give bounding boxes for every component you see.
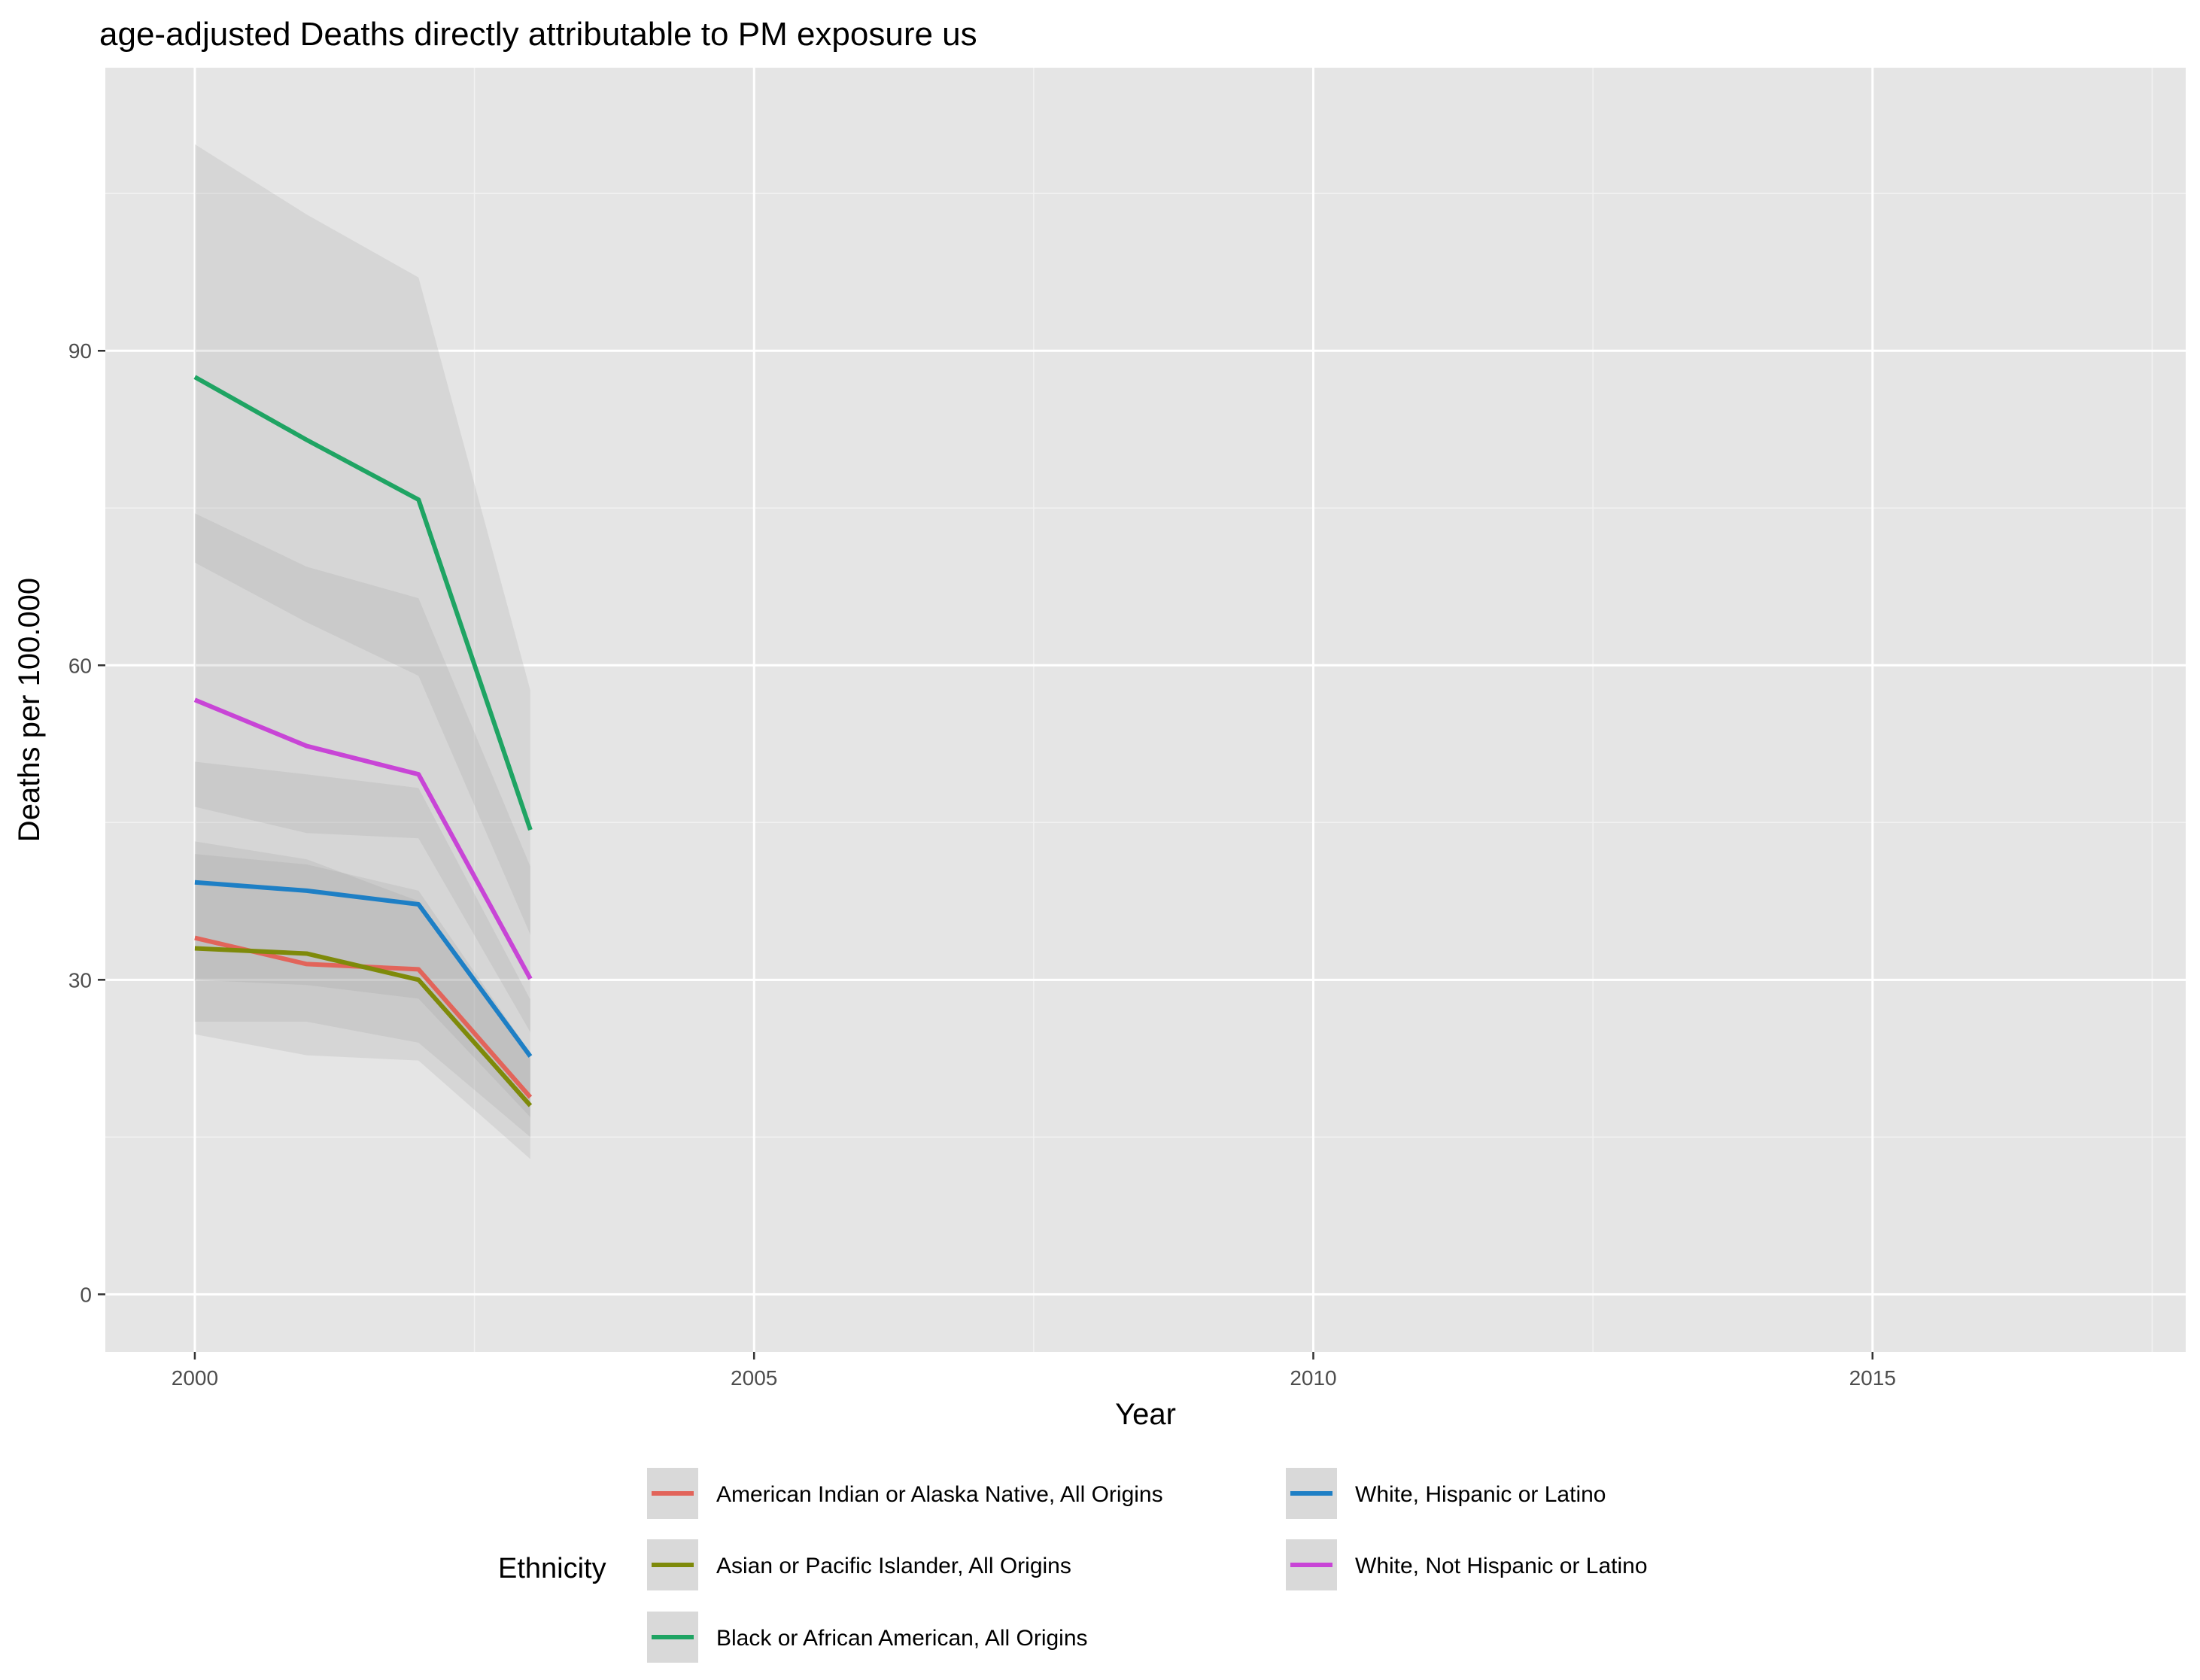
- legend-label: White, Not Hispanic or Latino: [1355, 1554, 1648, 1578]
- y-axis: 0 30 60 90: [68, 339, 105, 1306]
- series-line: [193, 697, 533, 980]
- x-axis-title: Year: [1115, 1398, 1176, 1431]
- legend-label: Asian or Pacific Islander, All Origins: [716, 1554, 1071, 1578]
- legend-label: American Indian or Alaska Native, All Or…: [716, 1482, 1163, 1507]
- series-line: [194, 879, 533, 1058]
- confidence-band: [194, 513, 530, 1032]
- legend: Ethnicity American Indian or Alaska Nati…: [498, 1468, 1648, 1663]
- confidence-band: [194, 761, 530, 1117]
- chart-title: age-adjusted Deaths directly attributabl…: [99, 16, 977, 53]
- x-tick-label: 2005: [731, 1366, 777, 1390]
- y-tick-label: 90: [68, 339, 92, 363]
- legend-label: Black or African American, All Origins: [716, 1626, 1088, 1651]
- confidence-band: [194, 854, 530, 1138]
- legend-label: White, Hispanic or Latino: [1355, 1482, 1606, 1507]
- y-tick-label: 30: [68, 968, 92, 992]
- confidence-band: [194, 144, 530, 935]
- y-axis-title: Deaths per 100.000: [13, 578, 46, 842]
- series-lines: [193, 375, 533, 1107]
- legend-title: Ethnicity: [498, 1553, 606, 1584]
- major-gridlines: [105, 68, 2186, 1352]
- y-tick-label: 0: [80, 1283, 92, 1306]
- x-tick-label: 2010: [1290, 1366, 1336, 1390]
- confidence-bands: [194, 144, 530, 1159]
- x-tick-label: 2000: [172, 1366, 218, 1390]
- series-line: [194, 946, 533, 1107]
- confidence-band: [194, 841, 530, 1159]
- x-axis: 2000 2005 2010 2015: [172, 1352, 1896, 1390]
- plot-panel: [105, 68, 2186, 1352]
- minor-gridlines: [105, 68, 2186, 1352]
- series-line: [193, 375, 533, 831]
- x-tick-label: 2015: [1849, 1366, 1896, 1390]
- y-tick-label: 60: [68, 654, 92, 677]
